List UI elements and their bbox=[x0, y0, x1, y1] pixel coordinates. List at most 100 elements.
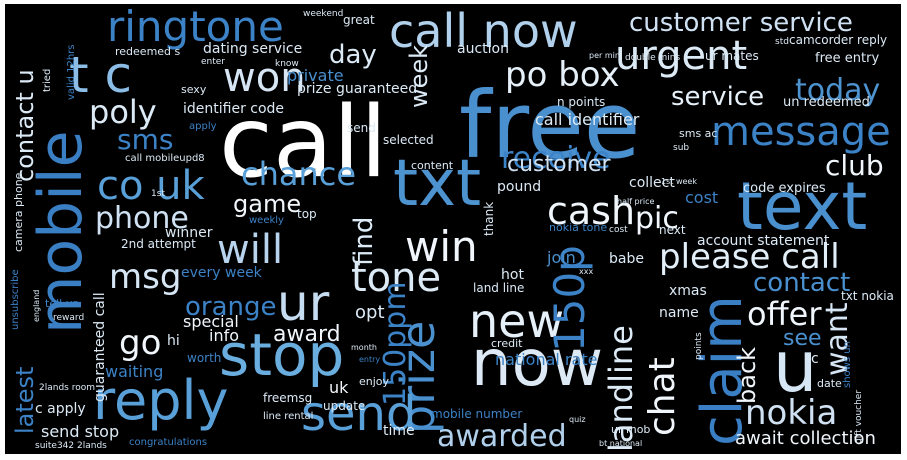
word-day: day bbox=[329, 40, 377, 70]
word-next: next bbox=[659, 223, 686, 237]
word-contact: contact bbox=[753, 268, 851, 298]
word-opt: opt bbox=[355, 302, 385, 323]
word-text: text bbox=[737, 168, 868, 245]
word-double-mins: double mins bbox=[625, 53, 681, 63]
word-cloud: call free mobile now txt text stop reply… bbox=[5, 4, 901, 454]
word-xmas: xmas bbox=[669, 283, 707, 299]
word-new: new bbox=[469, 294, 565, 348]
word-won: won bbox=[223, 55, 306, 101]
word-worth: worth bbox=[187, 351, 222, 365]
word-points: points bbox=[694, 332, 704, 360]
word-sub: sub bbox=[673, 143, 690, 153]
word-phone: phone bbox=[95, 201, 189, 236]
word-week: week bbox=[405, 44, 433, 108]
word-freemsg: freemsg bbox=[263, 391, 313, 405]
word-waiting: waiting bbox=[105, 362, 164, 381]
word-call: call bbox=[219, 86, 388, 200]
word-content: content bbox=[411, 159, 454, 172]
word-hi: hi bbox=[167, 333, 180, 349]
word-mobile-number: mobile number bbox=[431, 407, 523, 421]
word-club: club bbox=[825, 149, 884, 182]
word-sexy: sexy bbox=[181, 83, 207, 96]
word-private: private bbox=[287, 66, 344, 85]
word-t-c: t c bbox=[69, 46, 132, 104]
word-land-line: land line bbox=[473, 281, 525, 295]
word-every-week: every week bbox=[181, 265, 262, 281]
word-send-small: send bbox=[347, 121, 376, 135]
word-time: time bbox=[383, 423, 415, 439]
word-reply: reply bbox=[93, 369, 229, 432]
word-apply: apply bbox=[189, 121, 217, 132]
word-message: message bbox=[711, 109, 891, 155]
word-u: u bbox=[773, 326, 818, 408]
word-special: special bbox=[183, 312, 239, 331]
word-redeemed-s: redeemed s bbox=[115, 45, 181, 58]
word-shows-un: shows un bbox=[842, 341, 853, 388]
word-now: now bbox=[471, 327, 604, 401]
word-offer: offer bbox=[747, 295, 822, 333]
word-identifier-code: identifier code bbox=[183, 101, 285, 117]
word-sms-ac: sms ac bbox=[679, 127, 718, 140]
word-send-big: send bbox=[301, 386, 417, 442]
word-call-mobileupd8: call mobileupd8 bbox=[125, 153, 205, 164]
word-stop: stop bbox=[219, 321, 345, 389]
word-customer: customer bbox=[507, 152, 611, 177]
word-see: see bbox=[783, 326, 822, 351]
word-receive: receive bbox=[501, 141, 611, 176]
word-enjoy: enjoy bbox=[359, 375, 390, 388]
word-update: update bbox=[323, 399, 366, 413]
word-congratulations: congratulations bbox=[129, 437, 208, 448]
word-service: service bbox=[671, 82, 765, 112]
word-enter: enter bbox=[201, 57, 226, 67]
word-gift-voucher: gift voucher bbox=[854, 389, 864, 444]
word-please-call: please call bbox=[659, 237, 840, 277]
word-pound: pound bbox=[497, 179, 542, 195]
word-will: will bbox=[217, 227, 284, 273]
word-contact-u: contact u bbox=[11, 69, 39, 182]
word-name: name bbox=[659, 305, 699, 321]
word-2lands-room: 2lands room bbox=[39, 383, 95, 393]
word-latest: latest bbox=[11, 366, 39, 434]
word-collect: collect bbox=[629, 175, 675, 191]
word-account-statement: account statement bbox=[697, 233, 830, 249]
word-nokia: nokia bbox=[745, 393, 838, 433]
word-tell-ur: tell ur bbox=[45, 297, 78, 310]
word-hot: hot bbox=[501, 267, 524, 283]
word-free: free bbox=[459, 72, 641, 179]
word-game: game bbox=[233, 190, 302, 218]
word-txt-nokia: txt nokia bbox=[841, 289, 894, 303]
word-msg: msg bbox=[109, 257, 182, 297]
word-sms: sms bbox=[117, 123, 174, 156]
word-txt: txt bbox=[393, 147, 482, 221]
word-date: date bbox=[817, 377, 842, 390]
word-2nd-attempt: 2nd attempt bbox=[121, 237, 196, 251]
word-customer-service: customer service bbox=[629, 8, 853, 38]
word-chance: chance bbox=[241, 155, 357, 193]
word-suite342-2lands: suite342 2lands bbox=[35, 441, 107, 451]
word-weekly: weekly bbox=[249, 215, 284, 226]
word-n-points: n points bbox=[557, 95, 606, 109]
word-today: today bbox=[795, 73, 881, 108]
word-co-uk: co uk bbox=[97, 163, 205, 209]
word-valid-12hrs: valid 12hrs bbox=[66, 44, 77, 100]
word-line-rental: line rental bbox=[263, 411, 314, 422]
word-bt-national: bt national bbox=[599, 439, 643, 448]
word-month: month bbox=[351, 343, 377, 352]
word-babe: babe bbox=[609, 251, 644, 267]
word-go: go bbox=[119, 323, 162, 363]
word-quiz: quiz bbox=[569, 415, 586, 424]
word-c: c bbox=[811, 351, 819, 367]
word-england: england bbox=[32, 289, 41, 322]
word-know: know bbox=[275, 59, 299, 69]
word-selected: selected bbox=[383, 133, 434, 147]
word-national-rate: national rate bbox=[495, 350, 598, 369]
word-dating-service: dating service bbox=[203, 41, 303, 57]
word-unsubscribe: unsubscribe bbox=[10, 269, 21, 330]
word-send-stop: send stop bbox=[41, 422, 120, 441]
word-win: win bbox=[405, 222, 478, 271]
word-nokia-tone: nokia tone bbox=[549, 221, 608, 234]
word-tone: tone bbox=[351, 255, 442, 301]
word-join: join bbox=[547, 248, 576, 267]
word-c-apply: c apply bbox=[35, 401, 86, 417]
word-cash: cash bbox=[547, 189, 636, 233]
